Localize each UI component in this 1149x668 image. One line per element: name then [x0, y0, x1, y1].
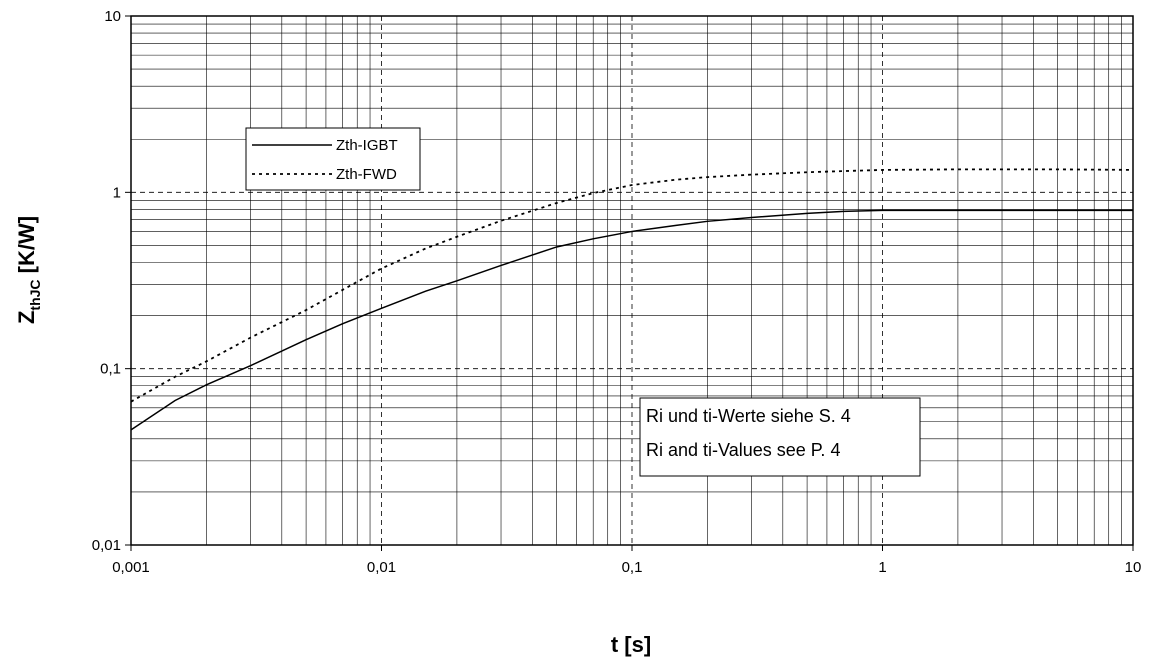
legend-label-igbt: Zth-IGBT — [336, 137, 398, 154]
series-line-zth-fwd — [130, 168, 1134, 403]
y-tick-label: 0,01 — [92, 537, 121, 554]
annotation-box: Ri und ti-Werte siehe S. 4 Ri and ti-Val… — [639, 397, 921, 477]
legend: Zth-IGBT Zth-FWD — [245, 127, 421, 191]
legend-box — [245, 127, 421, 191]
annotation-frame — [639, 397, 921, 477]
y-tick-labels: 0,01 0,1 1 10 — [92, 8, 131, 554]
series-line-zth-igbt — [130, 209, 1133, 431]
y-tick-label: 1 — [113, 184, 121, 201]
legend-label-fwd: Zth-FWD — [336, 166, 397, 183]
x-tick-label: 0,001 — [112, 559, 150, 576]
y-axis-title-main: Z — [14, 311, 39, 324]
x-tick-label: 10 — [1125, 559, 1142, 576]
annotation-line-2: Ri and ti-Values see P. 4 — [646, 440, 840, 460]
y-axis-title-unit: [K/W] — [14, 216, 39, 280]
major-grid — [131, 16, 1133, 545]
y-axis-title-subscript: thJC — [27, 279, 43, 310]
x-axis-title: t [s] — [611, 632, 651, 657]
x-tick-label: 0,01 — [367, 559, 396, 576]
annotation-line-1: Ri und ti-Werte siehe S. 4 — [646, 406, 851, 426]
x-tick-labels: 0,001 0,01 0,1 1 10 — [112, 545, 1141, 576]
x-tick-label: 0,1 — [622, 559, 643, 576]
y-axis-title: ZthJC [K/W] — [14, 216, 43, 324]
y-tick-label: 0,1 — [100, 361, 121, 378]
series-layer — [130, 168, 1134, 431]
x-tick-label: 1 — [878, 559, 886, 576]
y-tick-label: 10 — [104, 8, 121, 25]
